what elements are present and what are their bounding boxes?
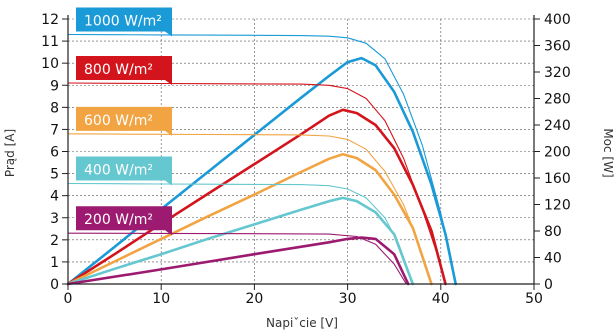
current-curve-0 — [67, 33, 457, 285]
tick-label-left: 11 — [41, 34, 59, 50]
power-curve-2 — [66, 152, 433, 286]
tick-label-left: 10 — [41, 56, 59, 72]
current-curve-2 — [67, 133, 433, 285]
tick-label-bottom: 20 — [245, 291, 263, 307]
tick-label-left: 5 — [50, 167, 59, 183]
power-curve-0 — [66, 56, 458, 286]
tick-label-bottom: 30 — [339, 291, 357, 307]
tick-label-left: 1 — [50, 255, 59, 271]
tick-label-left: 3 — [50, 211, 59, 227]
tick-label-left: 7 — [50, 122, 59, 138]
tick-label-right: 400 — [544, 12, 571, 28]
tick-label-bottom: 0 — [64, 291, 73, 307]
tick-label-bottom: 40 — [432, 291, 450, 307]
tick-label-right: 160 — [544, 171, 571, 187]
x-axis-label: Napiˇcie [V] — [266, 316, 338, 330]
tick-label-right: 120 — [544, 198, 571, 214]
tick-label-right: 40 — [544, 251, 562, 267]
tick-label-left: 4 — [50, 189, 59, 205]
tick-label-right: 0 — [544, 277, 553, 293]
current-curve-4 — [67, 232, 407, 285]
tick-label-right: 200 — [544, 145, 571, 161]
tick-label-right: 280 — [544, 92, 571, 108]
legend-label-0: 1000 W/m² — [84, 13, 162, 29]
tick-label-bottom: 50 — [525, 291, 543, 307]
legend-label-1: 800 W/m² — [84, 62, 153, 78]
tick-label-left: 8 — [50, 100, 59, 116]
legend-swatch-1 — [76, 56, 172, 86]
tick-label-left: 2 — [50, 233, 59, 249]
tick-label-left: 0 — [50, 277, 59, 293]
legend: 1000 W/m² 800 W/m² 600 W/m² 400 W/m² 200 W/m… — [76, 7, 172, 236]
legend-label-3: 400 W/m² — [84, 163, 153, 179]
legend-swatch-3 — [76, 156, 172, 186]
legend-label-2: 600 W/m² — [84, 113, 153, 129]
tick-label-left: 6 — [50, 145, 59, 161]
tick-label-bottom: 10 — [152, 291, 170, 307]
tick-label-right: 320 — [544, 65, 571, 81]
tick-label-right: 240 — [544, 118, 571, 134]
tick-label-left: 12 — [41, 12, 59, 28]
power-curve-3 — [66, 196, 415, 286]
tick-label-right: 80 — [544, 224, 562, 240]
legend-label-4: 200 W/m² — [84, 212, 153, 228]
legend-swatch-4 — [76, 206, 172, 236]
legend-swatch-2 — [76, 106, 172, 136]
tick-label-left: 9 — [50, 78, 59, 94]
power-curve-4 — [66, 236, 410, 286]
y-axis-label-left: Prąd [A] — [3, 129, 17, 177]
current-curve-3 — [67, 182, 414, 285]
tick-label-right: 360 — [544, 39, 571, 55]
y-axis-label-right: Moc [W] — [601, 128, 615, 177]
legend-swatch-0 — [76, 7, 172, 37]
